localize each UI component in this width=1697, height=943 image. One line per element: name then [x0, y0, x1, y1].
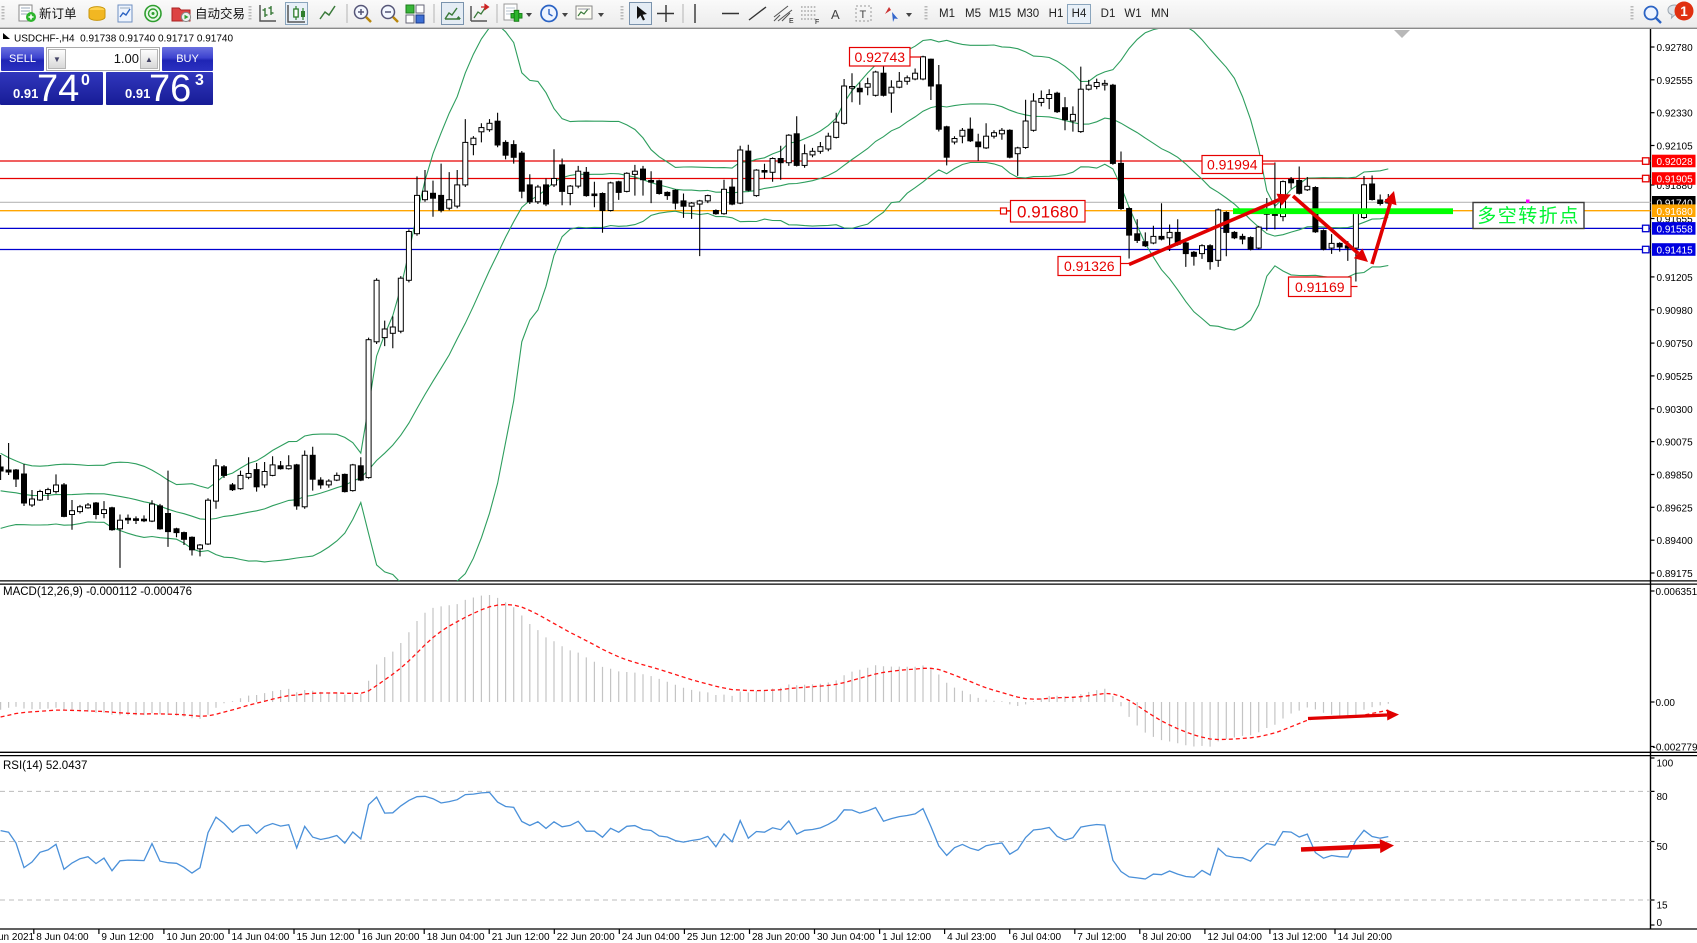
- svg-text:12 Jul 04:00: 12 Jul 04:00: [1207, 932, 1262, 943]
- svg-text:MACD(12,26,9) -0.000112 -0.000: MACD(12,26,9) -0.000112 -0.000476: [3, 586, 192, 598]
- svg-text:0.92028: 0.92028: [1657, 157, 1694, 168]
- svg-text:0.91905: 0.91905: [1657, 175, 1694, 186]
- svg-text:9 Jun 12:00: 9 Jun 12:00: [101, 932, 154, 943]
- svg-text:T: T: [860, 9, 867, 21]
- svg-text:0.91880: 0.91880: [1657, 181, 1694, 192]
- svg-text:Jun 2021: Jun 2021: [0, 932, 35, 943]
- svg-text:0.92555: 0.92555: [1657, 76, 1694, 87]
- svg-text:0.89175: 0.89175: [1657, 569, 1694, 580]
- svg-text:1: 1: [1680, 4, 1688, 19]
- svg-text:0.90525: 0.90525: [1657, 372, 1694, 383]
- svg-text:16 Jun 20:00: 16 Jun 20:00: [362, 932, 420, 943]
- svg-text:0.006351: 0.006351: [1656, 587, 1697, 598]
- svg-text:25 Jun 12:00: 25 Jun 12:00: [687, 932, 745, 943]
- svg-text:0.90980: 0.90980: [1657, 306, 1694, 317]
- svg-text:0.92780: 0.92780: [1657, 43, 1694, 54]
- svg-text:RSI(14) 52.0437: RSI(14) 52.0437: [3, 760, 87, 772]
- svg-text:100: 100: [1657, 759, 1674, 770]
- svg-text:28 Jun 20:00: 28 Jun 20:00: [752, 932, 810, 943]
- svg-text:14 Jul 20:00: 14 Jul 20:00: [1338, 932, 1393, 943]
- svg-text:50: 50: [1657, 842, 1669, 853]
- svg-text:0: 0: [1657, 918, 1663, 929]
- svg-text:0.91169: 0.91169: [1295, 279, 1345, 295]
- svg-text:0.89625: 0.89625: [1657, 503, 1694, 514]
- svg-text:A: A: [831, 7, 840, 22]
- svg-text:4 Jul 23:00: 4 Jul 23:00: [947, 932, 996, 943]
- svg-text:0.91680: 0.91680: [1017, 202, 1078, 221]
- svg-text:0.92330: 0.92330: [1657, 109, 1694, 120]
- svg-text:0.91680: 0.91680: [1657, 207, 1694, 218]
- svg-text:0.00: 0.00: [1656, 698, 1676, 709]
- svg-text:0.91326: 0.91326: [1064, 258, 1115, 274]
- svg-text:0.90075: 0.90075: [1657, 438, 1694, 449]
- svg-text:30 Jun 04:00: 30 Jun 04:00: [817, 932, 875, 943]
- svg-text:0.90300: 0.90300: [1657, 405, 1694, 416]
- svg-text:E: E: [789, 18, 794, 25]
- svg-text:7 Jul 12:00: 7 Jul 12:00: [1077, 932, 1126, 943]
- svg-text:多空转折点: 多空转折点: [1477, 205, 1580, 227]
- svg-text:0.92743: 0.92743: [854, 49, 905, 65]
- svg-text:0.91994: 0.91994: [1207, 157, 1258, 173]
- svg-text:0.91740: 0.91740: [1657, 199, 1694, 210]
- svg-text:0.91558: 0.91558: [1657, 225, 1694, 236]
- svg-text:0.89850: 0.89850: [1657, 471, 1694, 482]
- svg-text:18 Jun 04:00: 18 Jun 04:00: [427, 932, 485, 943]
- svg-text:0.91655: 0.91655: [1657, 215, 1694, 226]
- svg-text:10 Jun 20:00: 10 Jun 20:00: [166, 932, 224, 943]
- svg-text:0.90750: 0.90750: [1657, 339, 1694, 350]
- svg-text:1 Jul 12:00: 1 Jul 12:00: [882, 932, 931, 943]
- svg-text:新订单: 新订单: [39, 6, 77, 21]
- svg-text:22 Jun 20:00: 22 Jun 20:00: [557, 932, 615, 943]
- svg-text:0.91205: 0.91205: [1657, 273, 1694, 284]
- svg-text:15 Jun 12:00: 15 Jun 12:00: [297, 932, 355, 943]
- svg-text:自动交易: 自动交易: [195, 6, 245, 21]
- svg-text:13 Jul 12:00: 13 Jul 12:00: [1272, 932, 1327, 943]
- svg-text:21 Jun 12:00: 21 Jun 12:00: [492, 932, 550, 943]
- svg-text:8 Jun 04:00: 8 Jun 04:00: [36, 932, 89, 943]
- svg-text:0.89400: 0.89400: [1657, 536, 1694, 547]
- svg-text:USDCHF-,H4 0.91738 0.91740 0.: USDCHF-,H4 0.91738 0.91740 0.91717 0.917…: [14, 34, 233, 45]
- svg-text:15: 15: [1657, 901, 1669, 912]
- svg-text:F: F: [815, 19, 819, 26]
- svg-text:14 Jun 04:00: 14 Jun 04:00: [232, 932, 290, 943]
- svg-text:8 Jul 20:00: 8 Jul 20:00: [1142, 932, 1191, 943]
- svg-text:6 Jul 04:00: 6 Jul 04:00: [1012, 932, 1061, 943]
- svg-text:0.92105: 0.92105: [1657, 142, 1694, 153]
- svg-text:0.91415: 0.91415: [1657, 246, 1694, 257]
- svg-text:80: 80: [1657, 792, 1669, 803]
- svg-text:24 Jun 04:00: 24 Jun 04:00: [622, 932, 680, 943]
- svg-text:-0.002779: -0.002779: [1653, 743, 1697, 754]
